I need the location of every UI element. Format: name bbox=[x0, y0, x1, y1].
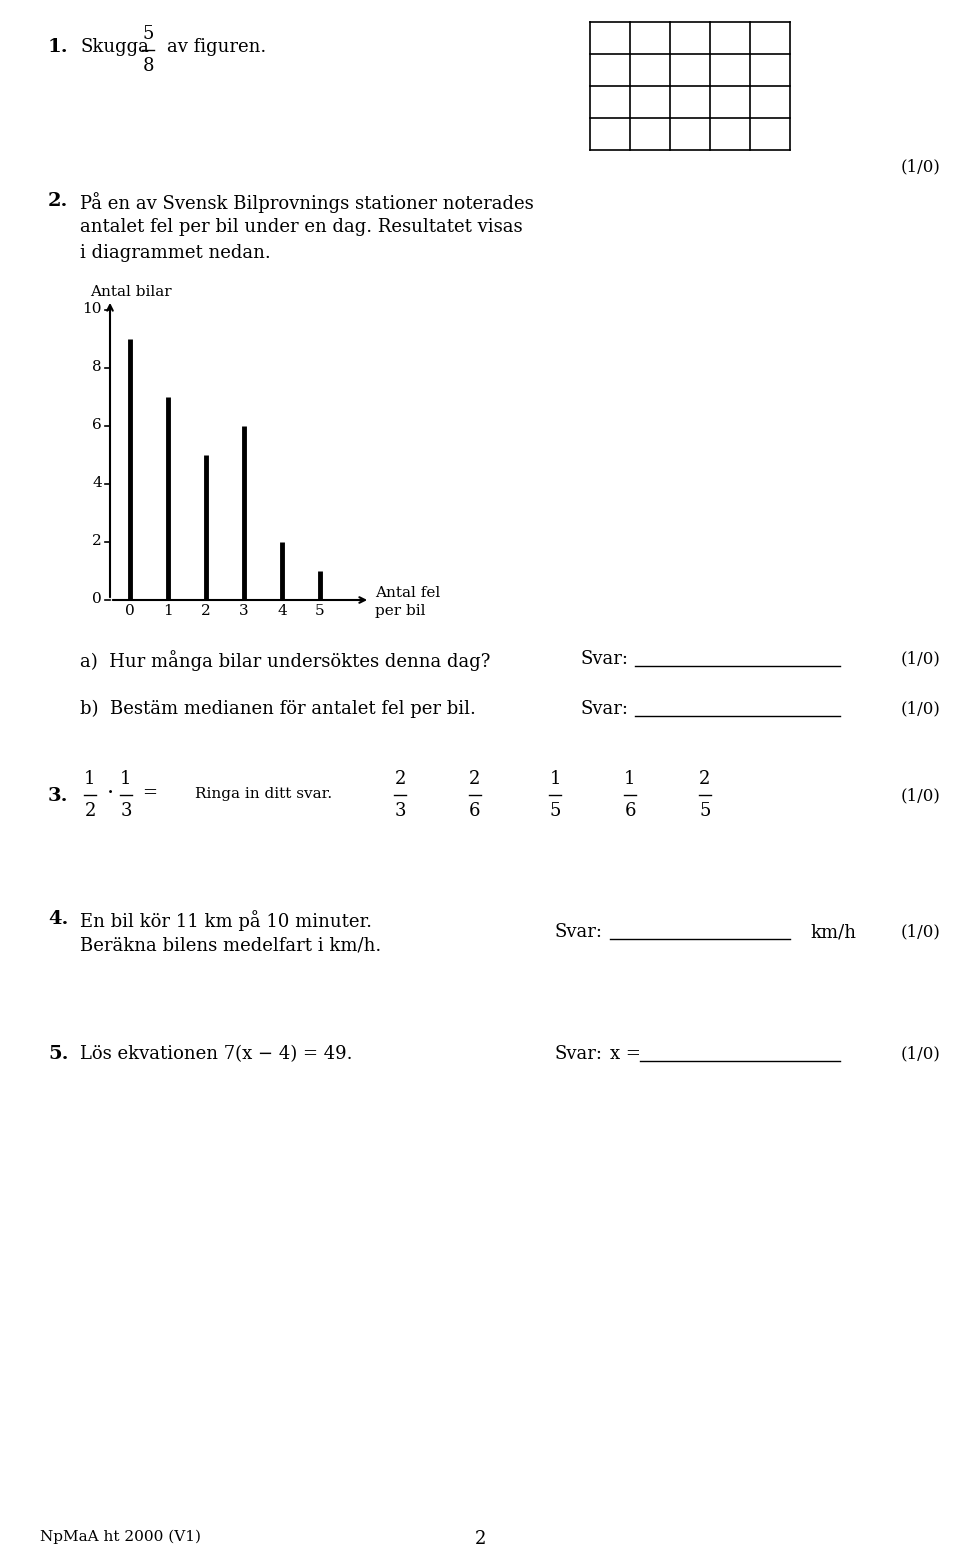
Text: ·: · bbox=[107, 783, 114, 804]
Text: av figuren.: av figuren. bbox=[167, 37, 266, 56]
Text: antalet fel per bil under en dag. Resultatet visas: antalet fel per bil under en dag. Result… bbox=[80, 218, 522, 235]
Text: 2: 2 bbox=[202, 603, 211, 617]
Text: 4: 4 bbox=[277, 603, 287, 617]
Text: 5: 5 bbox=[142, 25, 154, 44]
Text: 4: 4 bbox=[92, 475, 102, 490]
Text: 3: 3 bbox=[239, 603, 249, 617]
Text: 1.: 1. bbox=[48, 37, 68, 56]
Text: (1/0): (1/0) bbox=[900, 787, 940, 804]
Text: 10: 10 bbox=[83, 302, 102, 316]
Text: 1: 1 bbox=[84, 770, 96, 787]
Text: b)  Bestäm medianen för antalet fel per bil.: b) Bestäm medianen för antalet fel per b… bbox=[80, 700, 476, 719]
Text: Svar:: Svar: bbox=[555, 923, 603, 942]
Text: Svar:: Svar: bbox=[580, 700, 628, 719]
Text: 5.: 5. bbox=[48, 1045, 68, 1063]
Text: 6: 6 bbox=[469, 801, 481, 820]
Text: (1/0): (1/0) bbox=[900, 700, 940, 717]
Text: 2.: 2. bbox=[48, 192, 68, 210]
Text: 5: 5 bbox=[549, 801, 561, 820]
Text: Lös ekvationen 7(x − 4) = 49.: Lös ekvationen 7(x − 4) = 49. bbox=[80, 1045, 352, 1063]
Text: 4.: 4. bbox=[48, 910, 68, 928]
Text: 3: 3 bbox=[395, 801, 406, 820]
Text: 3.: 3. bbox=[48, 787, 68, 804]
Text: (1/0): (1/0) bbox=[900, 157, 940, 175]
Text: (1/0): (1/0) bbox=[900, 1045, 940, 1062]
Text: per bil: per bil bbox=[375, 603, 425, 617]
Text: På en av Svensk Bilprovnings stationer noterades: På en av Svensk Bilprovnings stationer n… bbox=[80, 192, 534, 214]
Text: i diagrammet nedan.: i diagrammet nedan. bbox=[80, 245, 271, 262]
Text: Ringa in ditt svar.: Ringa in ditt svar. bbox=[195, 787, 332, 801]
Text: 2: 2 bbox=[699, 770, 710, 787]
Text: 1: 1 bbox=[163, 603, 173, 617]
Text: 3: 3 bbox=[120, 801, 132, 820]
Text: 5: 5 bbox=[699, 801, 710, 820]
Text: 2: 2 bbox=[84, 801, 96, 820]
Text: 1: 1 bbox=[549, 770, 561, 787]
Text: 0: 0 bbox=[92, 592, 102, 606]
Text: Antal fel: Antal fel bbox=[375, 586, 441, 600]
Text: x =: x = bbox=[610, 1045, 641, 1063]
Text: Svar:: Svar: bbox=[555, 1045, 603, 1063]
Text: En bil kör 11 km på 10 minuter.: En bil kör 11 km på 10 minuter. bbox=[80, 910, 372, 931]
Text: Antal bilar: Antal bilar bbox=[90, 285, 172, 299]
Text: 2: 2 bbox=[395, 770, 406, 787]
Text: 0: 0 bbox=[125, 603, 134, 617]
Text: 2: 2 bbox=[474, 1529, 486, 1548]
Text: 1: 1 bbox=[624, 770, 636, 787]
Text: a)  Hur många bilar undersöktes denna dag?: a) Hur många bilar undersöktes denna dag… bbox=[80, 650, 491, 670]
Text: (1/0): (1/0) bbox=[900, 923, 940, 940]
Text: km/h: km/h bbox=[810, 923, 856, 942]
Text: 6: 6 bbox=[624, 801, 636, 820]
Text: =: = bbox=[142, 784, 157, 801]
Text: 2: 2 bbox=[92, 535, 102, 549]
Text: 5: 5 bbox=[315, 603, 324, 617]
Text: 8: 8 bbox=[142, 58, 154, 75]
Text: 8: 8 bbox=[92, 360, 102, 374]
Text: Svar:: Svar: bbox=[580, 650, 628, 667]
Text: Beräkna bilens medelfart i km/h.: Beräkna bilens medelfart i km/h. bbox=[80, 935, 381, 954]
Text: 2: 2 bbox=[469, 770, 481, 787]
Text: NpMaA ht 2000 (V1): NpMaA ht 2000 (V1) bbox=[40, 1529, 201, 1545]
Text: 1: 1 bbox=[120, 770, 132, 787]
Text: 6: 6 bbox=[92, 418, 102, 432]
Text: (1/0): (1/0) bbox=[900, 650, 940, 667]
Text: Skugga: Skugga bbox=[80, 37, 149, 56]
